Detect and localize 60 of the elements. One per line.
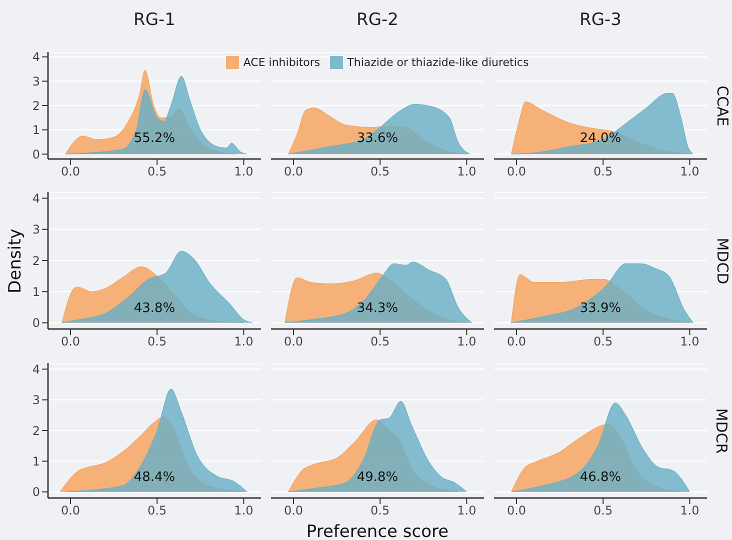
x-tick-label: 1.0 bbox=[457, 334, 476, 349]
x-tick-label: 0.5 bbox=[370, 334, 390, 349]
x-tick-label: 0.0 bbox=[506, 164, 526, 179]
annotation: 34.3% bbox=[356, 301, 400, 316]
x-tick-label: 1.0 bbox=[234, 164, 254, 179]
x-tick-label: 0.0 bbox=[60, 504, 80, 518]
x-tick-label: 0.5 bbox=[594, 334, 613, 349]
x-tick-label: 0.5 bbox=[148, 334, 167, 349]
y-tick-label: 3 bbox=[32, 74, 40, 88]
y2-axis-title: MDCR bbox=[713, 408, 732, 454]
annotation: 33.9% bbox=[578, 301, 622, 316]
x-tick-label: 0.0 bbox=[506, 334, 526, 349]
x-tick-label: 0.5 bbox=[370, 164, 390, 179]
y-tick-label: 0 bbox=[32, 485, 40, 500]
annotation: 43.8% bbox=[132, 301, 176, 316]
annotation: 49.8% bbox=[356, 470, 400, 485]
annotation: 46.8% bbox=[578, 470, 622, 485]
x-tick-label: 0.5 bbox=[594, 504, 613, 518]
y-tick-label: 3 bbox=[32, 393, 40, 408]
y-tick-label: 2 bbox=[32, 254, 40, 268]
x-tick-label: 1.0 bbox=[234, 334, 254, 349]
y-tick-label: 1 bbox=[32, 454, 40, 468]
y-tick-label: 4 bbox=[32, 191, 40, 206]
x-tick-label: 0.0 bbox=[506, 504, 526, 518]
x-tick-label: 0.0 bbox=[60, 334, 80, 349]
y-tick-label: 4 bbox=[32, 362, 40, 376]
x-tick-label: 0.0 bbox=[284, 334, 304, 349]
x-tick-label: 0.5 bbox=[594, 164, 613, 179]
x-tick-label: 1.0 bbox=[457, 164, 476, 179]
annotation: 33.6% bbox=[356, 131, 400, 146]
legend-label: Thiazide or thiazide-like diuretics bbox=[346, 56, 529, 69]
annotation: 48.4% bbox=[132, 470, 176, 485]
x-tick-label: 0.0 bbox=[284, 504, 304, 518]
x-tick-label: 0.5 bbox=[148, 504, 167, 518]
y2-axis-title: CCAE bbox=[713, 85, 731, 126]
annotation: 55.2% bbox=[132, 131, 176, 146]
y-tick-label: 1 bbox=[32, 123, 40, 138]
y-tick-label: 2 bbox=[32, 98, 40, 113]
x-tick-label: 0.5 bbox=[370, 504, 390, 518]
legend-label: ACE inhibitors bbox=[242, 56, 320, 69]
x-tick-label: 1.0 bbox=[457, 504, 476, 518]
y-axis-title: Density bbox=[5, 228, 26, 293]
y-tick-label: 0 bbox=[32, 316, 40, 330]
x-axis-title: Preference score bbox=[305, 522, 450, 540]
x-tick-label: 1.0 bbox=[234, 504, 254, 518]
x-tick-label: 1.0 bbox=[680, 504, 700, 518]
x-tick-label: 1.0 bbox=[680, 334, 700, 349]
y-tick-label: 4 bbox=[32, 50, 40, 64]
y2-axis-title: MDCD bbox=[713, 237, 731, 284]
y-tick-label: 1 bbox=[32, 284, 40, 299]
chart-title: RG-3 bbox=[578, 10, 622, 30]
x-tick-label: 0.0 bbox=[284, 164, 304, 179]
y-tick-label: 2 bbox=[32, 424, 40, 438]
x-tick-label: 0.5 bbox=[148, 164, 167, 179]
chart-title: RG-2 bbox=[356, 10, 400, 30]
chart-title: RG-1 bbox=[132, 10, 176, 30]
y-tick-label: 0 bbox=[32, 147, 40, 162]
x-tick-label: 0.0 bbox=[60, 164, 80, 179]
x-tick-label: 1.0 bbox=[680, 164, 700, 179]
y-tick-label: 3 bbox=[32, 222, 40, 237]
